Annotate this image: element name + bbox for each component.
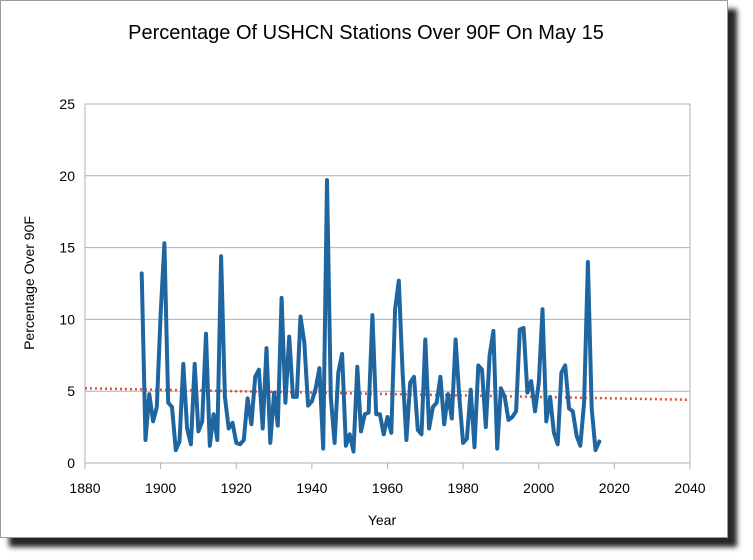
y-axis-label: Percentage Over 90F <box>21 216 37 350</box>
x-tick-label: 1980 <box>448 480 479 496</box>
gridlines <box>85 103 690 464</box>
y-axis-ticks: 0 5 10 15 20 25 <box>59 96 75 471</box>
y-tick-label: 15 <box>59 240 75 256</box>
y-tick-label: 20 <box>59 168 75 184</box>
x-tick-label: 1940 <box>296 480 327 496</box>
x-axis-ticks: 1880 1900 1920 1940 1960 1980 2000 2020 2040 <box>69 463 706 496</box>
x-tick-label: 1920 <box>221 480 252 496</box>
trendline <box>84 387 691 402</box>
y-tick-label: 0 <box>67 455 75 471</box>
x-tick-label: 1960 <box>372 480 403 496</box>
x-tick-label: 1880 <box>69 480 100 496</box>
y-tick-label: 5 <box>67 383 75 399</box>
chart-title: Percentage Of USHCN Stations Over 90F On… <box>128 22 604 44</box>
line-chart: Percentage Of USHCN Stations Over 90F On… <box>21 22 706 528</box>
y-tick-label: 25 <box>59 96 75 112</box>
x-tick-label: 2000 <box>523 480 554 496</box>
x-tick-label: 2020 <box>599 480 630 496</box>
chart-frame: Percentage Of USHCN Stations Over 90F On… <box>0 0 728 538</box>
x-axis-label: Year <box>368 512 397 528</box>
x-tick-label: 1900 <box>145 480 176 496</box>
y-tick-label: 10 <box>59 311 75 327</box>
x-tick-label: 2040 <box>674 480 705 496</box>
series-line <box>139 178 602 454</box>
plot-area <box>84 103 691 464</box>
